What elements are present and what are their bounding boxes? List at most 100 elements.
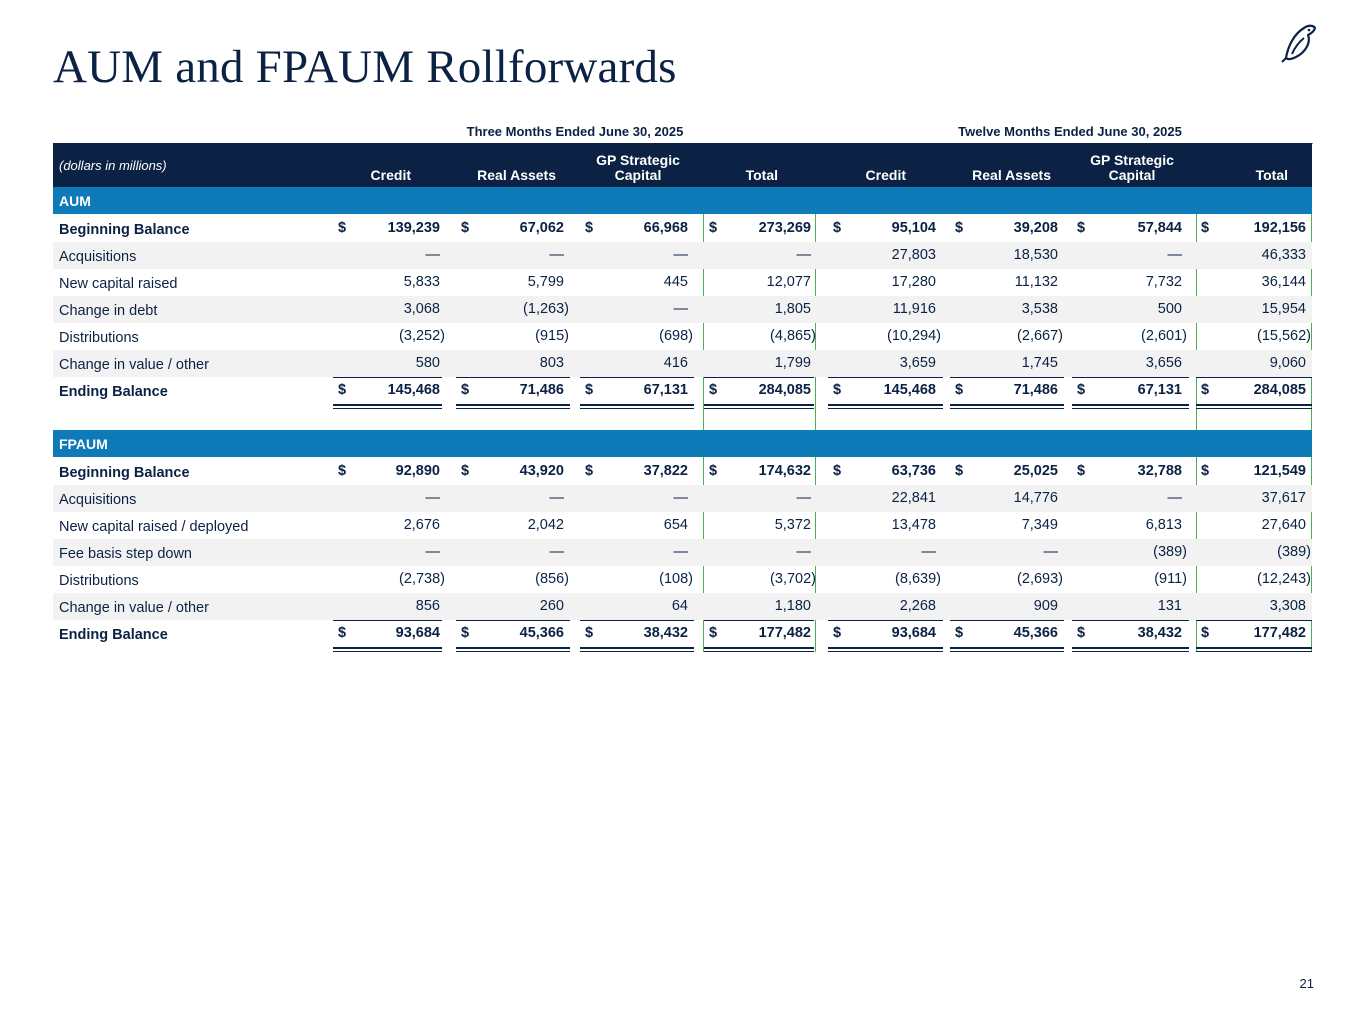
table-cell: 7,349 <box>1021 517 1058 533</box>
table-cell: 909 <box>1033 598 1058 614</box>
table-cell: 5,799 <box>527 274 564 290</box>
row-label: Fee basis step down <box>59 546 192 562</box>
table-cell: (389) <box>1153 544 1187 560</box>
subtotal-rule <box>704 377 814 378</box>
column-header-real-assets: Real Assets <box>477 167 556 183</box>
table-cell: 71,486 <box>519 382 564 398</box>
row-label: Acquisitions <box>59 492 137 508</box>
table-cell: 856 <box>415 598 440 614</box>
row-label: Beginning Balance <box>59 222 190 238</box>
table-cell: (12,243) <box>1256 571 1311 587</box>
total-double-rule <box>1072 647 1189 652</box>
column-header-gp-strategic-capital: GP Strategic Capital <box>596 152 680 183</box>
table-cell: 3,659 <box>899 355 936 371</box>
table-cell: (698) <box>659 328 693 344</box>
table-cell: 260 <box>539 598 564 614</box>
table-cell: — <box>673 247 689 263</box>
table-cell: (2,601) <box>1141 328 1187 344</box>
table-cell: 57,844 <box>1137 220 1182 236</box>
section-label: FPAUM <box>59 436 108 452</box>
table-cell: 6,813 <box>1145 517 1182 533</box>
table-cell: (3,252) <box>399 328 445 344</box>
subtotal-rule <box>1072 377 1189 378</box>
total-double-rule <box>828 404 943 409</box>
table-cell: 13,478 <box>891 517 936 533</box>
subtotal-rule <box>333 620 442 621</box>
currency-symbol: $ <box>955 463 964 479</box>
table-cell: 145,468 <box>883 382 936 398</box>
table-cell: 45,366 <box>519 625 564 641</box>
table-cell: 18,530 <box>1013 247 1058 263</box>
table-cell: 46,333 <box>1261 247 1306 263</box>
currency-symbol: $ <box>338 625 347 641</box>
table-cell: (389) <box>1277 544 1311 560</box>
subtotal-rule <box>704 620 814 621</box>
subtotal-rule <box>950 377 1064 378</box>
table-cell: 445 <box>663 274 688 290</box>
table-cell: 67,131 <box>1137 382 1182 398</box>
table-row: New capital raised / deployed 2,676 2,042 6… <box>53 512 1312 539</box>
currency-symbol: $ <box>1077 463 1086 479</box>
currency-symbol: $ <box>955 382 964 398</box>
total-double-rule <box>1196 404 1312 409</box>
row-label: Acquisitions <box>59 249 137 265</box>
table-cell: 2,676 <box>403 517 440 533</box>
currency-symbol: $ <box>833 382 842 398</box>
unit-label: (dollars in millions) <box>59 158 167 173</box>
table-cell: 1,799 <box>774 355 811 371</box>
table-cell: 192,156 <box>1253 220 1306 236</box>
table-cell: 22,841 <box>891 490 936 506</box>
table-cell: — <box>549 544 565 560</box>
total-double-rule <box>704 647 814 652</box>
table-cell: (108) <box>659 571 693 587</box>
total-double-rule <box>456 647 570 652</box>
currency-symbol: $ <box>1201 463 1210 479</box>
column-header-total: Total <box>1255 167 1288 183</box>
table-cell: 17,280 <box>891 274 936 290</box>
currency-symbol: $ <box>833 463 842 479</box>
table-cell: (2,693) <box>1017 571 1063 587</box>
table-cell: (8,639) <box>895 571 941 587</box>
table-cell: 93,684 <box>891 625 936 641</box>
table-cell: 9,060 <box>1269 355 1306 371</box>
table-cell: 64 <box>671 598 688 614</box>
table-cell: — <box>549 247 565 263</box>
table-row: Acquisitions — — — — 27,803 18,530 — 46,333 <box>53 242 1312 269</box>
table-cell: — <box>1167 490 1183 506</box>
subtotal-rule <box>1196 377 1312 378</box>
table-cell: 1,805 <box>774 301 811 317</box>
table-cell: 1,180 <box>774 598 811 614</box>
table-cell: 11,916 <box>892 301 936 317</box>
table-cell: (4,865) <box>770 328 816 344</box>
table-cell: 14,776 <box>1013 490 1058 506</box>
currency-symbol: $ <box>461 625 470 641</box>
table-cell: 25,025 <box>1013 463 1058 479</box>
currency-symbol: $ <box>709 463 718 479</box>
table-cell: — <box>796 490 812 506</box>
table-cell: (915) <box>535 328 569 344</box>
currency-symbol: $ <box>1077 382 1086 398</box>
row-label: Ending Balance <box>59 384 168 400</box>
column-header-real-assets: Real Assets <box>972 167 1051 183</box>
total-column-highlight-twelve <box>1196 143 1312 652</box>
currency-symbol: $ <box>461 463 470 479</box>
period-header-twelve-months: Twelve Months Ended June 30, 2025 <box>958 124 1182 139</box>
table-cell: — <box>673 544 689 560</box>
table-cell: 131 <box>1157 598 1182 614</box>
table-cell: 92,890 <box>395 463 440 479</box>
total-double-rule <box>333 647 442 652</box>
table-cell: 5,372 <box>774 517 811 533</box>
currency-symbol: $ <box>461 220 470 236</box>
table-cell: 7,732 <box>1145 274 1182 290</box>
table-cell: 177,482 <box>1253 625 1306 641</box>
table-cell: (856) <box>535 571 569 587</box>
table-cell: 36,144 <box>1261 274 1306 290</box>
currency-symbol: $ <box>1201 625 1210 641</box>
table-cell: (911) <box>1154 571 1187 587</box>
total-double-rule <box>580 647 694 652</box>
section-label: AUM <box>59 193 91 209</box>
row-label: Ending Balance <box>59 627 168 643</box>
table-cell: 5,833 <box>403 274 440 290</box>
table-cell: 71,486 <box>1013 382 1058 398</box>
currency-symbol: $ <box>833 220 842 236</box>
